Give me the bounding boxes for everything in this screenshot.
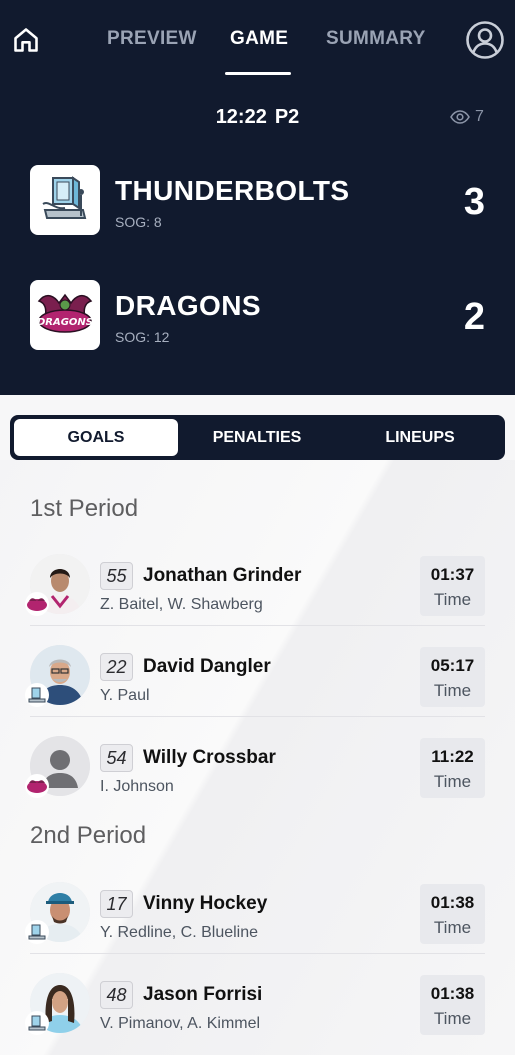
goal-time-label: Time: [433, 772, 472, 791]
scorer-name[interactable]: David Dangler: [143, 656, 271, 677]
thunderbolts-logo: [30, 165, 100, 235]
goal-row[interactable]: 17 Vinny Hockey Y. Redline, C. Blueline …: [0, 874, 515, 954]
goal-time: 01:38 Time: [420, 884, 485, 944]
goal-row[interactable]: 22 David Dangler Y. Paul 05:17 Time: [0, 637, 515, 717]
away-team-sog: SOG: 12: [115, 329, 170, 345]
viewer-count-value: 7: [475, 108, 484, 125]
user-circle-icon[interactable]: [465, 20, 505, 60]
goal-time: 01:37 Time: [420, 556, 485, 616]
goal-time-value: 01:38: [430, 893, 475, 912]
away-team-score: 2: [463, 296, 485, 338]
thunderbolts-mini-logo: [25, 920, 49, 944]
goal-time-value: 11:22: [431, 747, 474, 766]
goal-time-label: Time: [433, 918, 472, 937]
tab-lineups[interactable]: LINEUPS: [385, 428, 455, 446]
goal-time: 11:22 Time: [420, 738, 485, 798]
assists: V. Pimanov, A. Kimmel: [100, 1015, 261, 1032]
scorer-name[interactable]: Jason Forrisi: [143, 984, 263, 1005]
tab-penalties[interactable]: PENALTIES: [212, 428, 302, 446]
jersey-number: 22: [100, 653, 133, 681]
goal-time-label: Time: [433, 681, 472, 700]
goal-time-value: 01:38: [430, 984, 475, 1003]
eye-icon: [450, 110, 470, 124]
period-title: 1st Period: [30, 495, 139, 522]
period-indicator: P2: [274, 106, 300, 128]
section-tabs: GOALS PENALTIES LINEUPS: [10, 415, 505, 460]
top-nav: PREVIEW GAME SUMMARY: [0, 0, 515, 80]
scorer-name[interactable]: Vinny Hockey: [143, 893, 268, 914]
goal-row[interactable]: 54 Willy Crossbar I. Johnson 11:22 Time: [0, 728, 515, 808]
active-tab-indicator: [225, 72, 291, 75]
home-team-name: THUNDERBOLTS: [115, 175, 350, 206]
goal-time: 05:17 Time: [420, 647, 485, 707]
thunderbolts-mini-logo: [25, 1011, 49, 1035]
row-divider: [30, 953, 485, 954]
assists: Y. Paul: [100, 687, 150, 704]
dragons-logo: DRAGONS: [30, 280, 100, 350]
row-divider: [30, 625, 485, 626]
row-divider: [30, 716, 485, 717]
goal-time: 01:38 Time: [420, 975, 485, 1035]
jersey-number: 17: [100, 890, 133, 918]
home-team-score: 3: [463, 181, 485, 223]
scorer-name[interactable]: Jonathan Grinder: [143, 565, 302, 586]
thunderbolts-mini-logo: [25, 683, 49, 707]
assists: I. Johnson: [100, 778, 174, 795]
scorer-name[interactable]: Willy Crossbar: [143, 747, 276, 768]
jersey-number: 55: [100, 562, 133, 590]
team-row-thunderbolts[interactable]: THUNDERBOLTS SOG: 8 3: [0, 165, 515, 237]
viewer-count: 7: [450, 108, 484, 126]
dragons-mini-logo: [25, 774, 49, 798]
tab-game[interactable]: GAME: [230, 28, 289, 49]
team-row-dragons[interactable]: DRAGONS DRAGONS SOG: 12 2: [0, 280, 515, 352]
goal-time-value: 01:37: [430, 565, 475, 584]
goal-row[interactable]: 48 Jason Forrisi V. Pimanov, A. Kimmel 0…: [0, 965, 515, 1045]
home-icon[interactable]: [10, 24, 42, 56]
assists: Z. Baitel, W. Shawberg: [100, 596, 263, 613]
goal-row[interactable]: 55 Jonathan Grinder Z. Baitel, W. Shawbe…: [0, 546, 515, 626]
jersey-number: 48: [100, 981, 133, 1009]
clock-time: 12:22: [215, 106, 267, 128]
jersey-number: 54: [100, 744, 133, 772]
game-header: PREVIEW GAME SUMMARY 12:22 P2 7: [0, 0, 515, 395]
tab-preview[interactable]: PREVIEW: [107, 28, 197, 49]
assists: Y. Redline, C. Blueline: [100, 924, 259, 941]
goal-time-label: Time: [433, 1009, 472, 1028]
period-title: 2nd Period: [30, 822, 147, 849]
tab-summary[interactable]: SUMMARY: [326, 28, 426, 49]
goal-time-label: Time: [433, 590, 472, 609]
goal-time-value: 05:17: [430, 656, 475, 675]
home-team-sog: SOG: 8: [115, 214, 162, 230]
game-clock: 12:22 P2: [0, 106, 515, 129]
dragons-mini-logo: [25, 592, 49, 616]
away-team-name: DRAGONS: [115, 290, 261, 321]
svg-text:DRAGONS: DRAGONS: [37, 317, 93, 328]
tab-goals[interactable]: GOALS: [14, 419, 178, 456]
